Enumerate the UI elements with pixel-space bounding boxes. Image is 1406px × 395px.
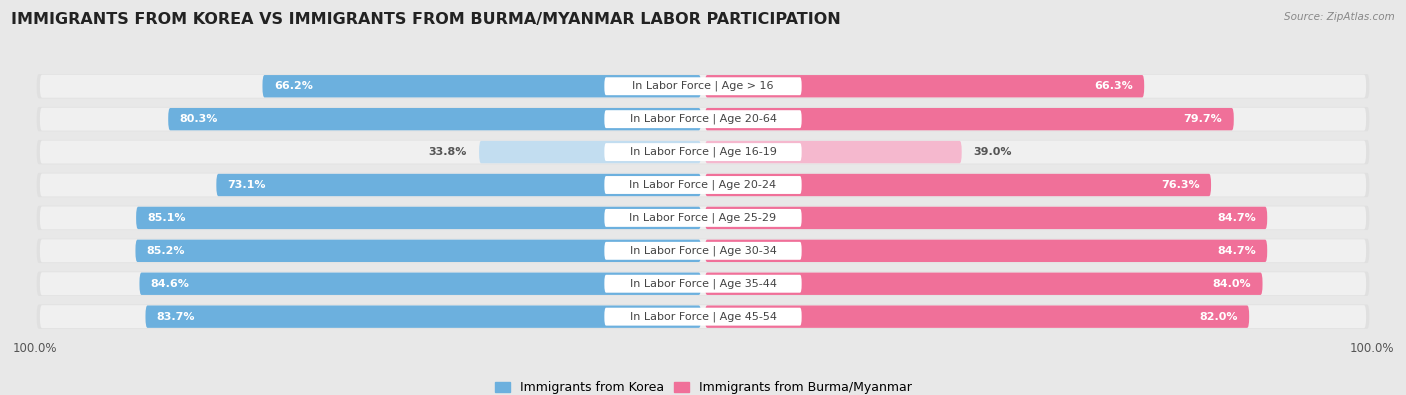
FancyBboxPatch shape	[37, 239, 1369, 263]
FancyBboxPatch shape	[37, 107, 1369, 131]
FancyBboxPatch shape	[704, 75, 1144, 98]
FancyBboxPatch shape	[39, 305, 1367, 328]
FancyBboxPatch shape	[605, 275, 801, 293]
FancyBboxPatch shape	[39, 141, 1367, 164]
FancyBboxPatch shape	[605, 110, 801, 128]
Text: In Labor Force | Age 45-54: In Labor Force | Age 45-54	[630, 311, 776, 322]
Text: 33.8%: 33.8%	[429, 147, 467, 157]
Text: 66.3%: 66.3%	[1094, 81, 1133, 91]
FancyBboxPatch shape	[263, 75, 702, 98]
FancyBboxPatch shape	[37, 272, 1369, 296]
FancyBboxPatch shape	[37, 206, 1369, 230]
FancyBboxPatch shape	[39, 107, 1367, 131]
FancyBboxPatch shape	[37, 173, 1369, 197]
FancyBboxPatch shape	[605, 308, 801, 325]
Text: In Labor Force | Age 35-44: In Labor Force | Age 35-44	[630, 278, 776, 289]
FancyBboxPatch shape	[39, 206, 1367, 229]
FancyBboxPatch shape	[139, 273, 702, 295]
FancyBboxPatch shape	[169, 108, 702, 130]
FancyBboxPatch shape	[479, 141, 702, 163]
FancyBboxPatch shape	[39, 75, 1367, 98]
Text: 66.2%: 66.2%	[274, 81, 312, 91]
Text: Source: ZipAtlas.com: Source: ZipAtlas.com	[1284, 12, 1395, 22]
Legend: Immigrants from Korea, Immigrants from Burma/Myanmar: Immigrants from Korea, Immigrants from B…	[495, 381, 911, 394]
Text: 84.7%: 84.7%	[1218, 213, 1256, 223]
FancyBboxPatch shape	[704, 108, 1234, 130]
Text: 39.0%: 39.0%	[974, 147, 1012, 157]
FancyBboxPatch shape	[605, 176, 801, 194]
FancyBboxPatch shape	[704, 141, 962, 163]
Text: In Labor Force | Age 25-29: In Labor Force | Age 25-29	[630, 213, 776, 223]
Text: 85.1%: 85.1%	[148, 213, 186, 223]
Text: 73.1%: 73.1%	[228, 180, 266, 190]
FancyBboxPatch shape	[605, 209, 801, 227]
FancyBboxPatch shape	[704, 273, 1263, 295]
Text: In Labor Force | Age 16-19: In Labor Force | Age 16-19	[630, 147, 776, 157]
Text: In Labor Force | Age 20-24: In Labor Force | Age 20-24	[630, 180, 776, 190]
FancyBboxPatch shape	[39, 173, 1367, 196]
Text: 80.3%: 80.3%	[180, 114, 218, 124]
FancyBboxPatch shape	[704, 305, 1249, 328]
Text: 76.3%: 76.3%	[1161, 180, 1199, 190]
FancyBboxPatch shape	[39, 272, 1367, 295]
FancyBboxPatch shape	[704, 174, 1211, 196]
Text: 84.6%: 84.6%	[150, 279, 190, 289]
Text: IMMIGRANTS FROM KOREA VS IMMIGRANTS FROM BURMA/MYANMAR LABOR PARTICIPATION: IMMIGRANTS FROM KOREA VS IMMIGRANTS FROM…	[11, 12, 841, 27]
FancyBboxPatch shape	[704, 207, 1267, 229]
FancyBboxPatch shape	[605, 77, 801, 95]
Text: 84.7%: 84.7%	[1218, 246, 1256, 256]
FancyBboxPatch shape	[136, 207, 702, 229]
FancyBboxPatch shape	[605, 143, 801, 161]
FancyBboxPatch shape	[605, 242, 801, 260]
FancyBboxPatch shape	[37, 74, 1369, 98]
FancyBboxPatch shape	[145, 305, 702, 328]
FancyBboxPatch shape	[39, 239, 1367, 262]
Text: In Labor Force | Age > 16: In Labor Force | Age > 16	[633, 81, 773, 92]
Text: 83.7%: 83.7%	[157, 312, 195, 322]
Text: In Labor Force | Age 30-34: In Labor Force | Age 30-34	[630, 246, 776, 256]
Text: 79.7%: 79.7%	[1184, 114, 1222, 124]
FancyBboxPatch shape	[37, 305, 1369, 329]
Text: In Labor Force | Age 20-64: In Labor Force | Age 20-64	[630, 114, 776, 124]
FancyBboxPatch shape	[37, 140, 1369, 164]
FancyBboxPatch shape	[217, 174, 702, 196]
Text: 85.2%: 85.2%	[146, 246, 186, 256]
FancyBboxPatch shape	[135, 240, 702, 262]
FancyBboxPatch shape	[704, 240, 1267, 262]
Text: 84.0%: 84.0%	[1212, 279, 1251, 289]
Text: 82.0%: 82.0%	[1199, 312, 1237, 322]
